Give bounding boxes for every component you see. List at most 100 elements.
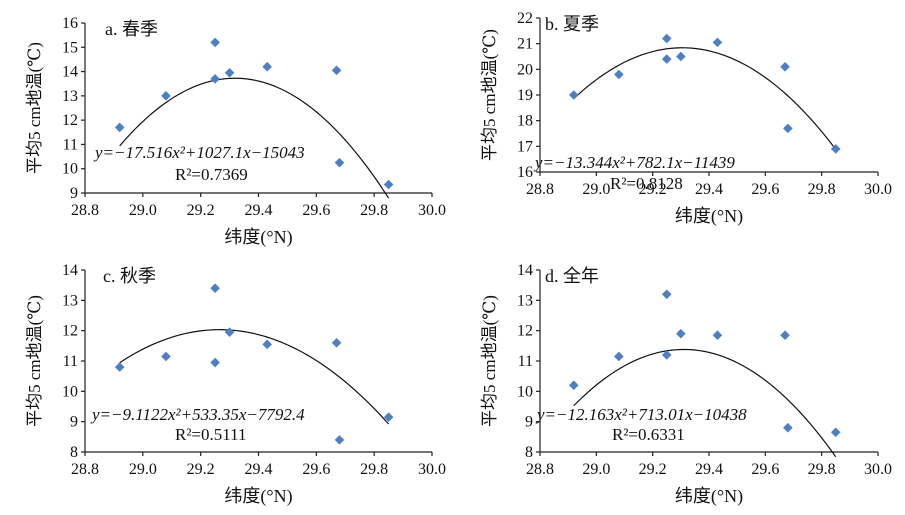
data-point [161, 351, 171, 362]
y-tick-label: 9 [70, 414, 78, 431]
y-tick-label: 10 [62, 161, 78, 178]
x-axis-label: 纬度(°N) [224, 486, 292, 507]
x-axis-label: 纬度(°N) [675, 486, 743, 507]
x-tick-label: 29.0 [582, 181, 610, 198]
y-tick-label: 8 [525, 444, 533, 461]
data-point [661, 33, 672, 44]
y-tick-label: 16 [517, 164, 533, 181]
data-point [114, 362, 125, 372]
data-point [614, 69, 624, 80]
y-tick-label: 12 [517, 323, 533, 340]
data-point [331, 338, 342, 348]
y-tick-label: 11 [518, 353, 533, 370]
y-tick-label: 9 [70, 185, 78, 202]
panel-d: 8 9 10 11 12 13 14 28.8 29.0 29.2 29.4 29.6 29.8 30.0… [480, 262, 892, 507]
x-tick-label: 29.2 [187, 202, 215, 219]
x-tick-label: 29.4 [695, 461, 723, 478]
data-point [712, 37, 723, 48]
y-tick-label: 8 [70, 444, 78, 461]
x-tick-label: 29.0 [129, 461, 157, 478]
y-tick-label: 18 [517, 113, 533, 130]
y-tick-label: 13 [62, 292, 78, 309]
data-point [334, 157, 345, 168]
panel-c: 8 9 10 11 12 13 14 28.8 29.0 29.2 29.4 29.6 29.8 30.0… [25, 262, 446, 507]
panel-title: c. 秋季 [103, 266, 156, 286]
y-tick-label: 10 [62, 383, 78, 400]
fit-curve [119, 329, 390, 425]
data-point [210, 283, 220, 293]
data-point [262, 61, 272, 72]
x-tick-label: 29.8 [808, 461, 836, 478]
data-point [783, 422, 793, 433]
x-tick-label: 29.6 [751, 461, 779, 478]
data-point [676, 51, 686, 62]
data-point [830, 144, 841, 154]
y-tick-label: 15 [62, 39, 78, 56]
data-point [661, 289, 672, 300]
r-squared: R²=0.8128 [610, 174, 683, 193]
x-tick-label: 29.8 [360, 461, 388, 478]
panel-a: 9 10 11 12 13 14 15 16 28.8 29.0 29.2 29.4 29.6 29.8 3… [25, 15, 446, 248]
x-tick-label: 29.6 [302, 461, 330, 478]
y-tick-label: 10 [517, 383, 533, 400]
x-tick-label: 30.0 [418, 461, 446, 478]
panel-title: a. 春季 [105, 19, 158, 39]
y-tick-label: 13 [62, 88, 78, 105]
x-tick-label: 29.6 [751, 181, 779, 198]
data-point [830, 427, 841, 438]
y-tick-label: 14 [62, 64, 78, 81]
x-tick-label: 29.4 [695, 181, 723, 198]
data-point [661, 54, 672, 64]
x-tick-label: 29.2 [639, 181, 667, 198]
r-squared: R²=0.5111 [175, 425, 247, 444]
fit-equation: y=−13.344x²+782.1x−11439 [533, 153, 735, 172]
x-tick-label: 29.2 [639, 461, 667, 478]
panel-b: 16 17 18 19 20 21 22 28.8 29.0 29.2 29.4 29.6 29.8 30… [480, 10, 892, 227]
x-axis-label: 纬度(°N) [675, 206, 743, 227]
fit-curve [573, 47, 837, 150]
x-tick-label: 29.0 [582, 461, 610, 478]
y-tick-label: 17 [517, 138, 533, 155]
data-point [614, 351, 624, 362]
y-tick-label: 22 [517, 10, 533, 27]
data-point [334, 435, 345, 445]
y-tick-label: 19 [517, 87, 533, 104]
data-point [224, 327, 235, 337]
x-tick-label: 30.0 [418, 202, 446, 219]
y-tick-label: 13 [517, 292, 533, 309]
data-point [661, 350, 672, 360]
data-point [210, 74, 220, 84]
fit-equation: y=−17.516x²+1027.1x−15043 [93, 143, 305, 162]
y-axis-label: 平均5 cm地温(℃) [25, 295, 44, 427]
r-squared: R²=0.6331 [612, 425, 685, 444]
x-tick-label: 30.0 [864, 181, 892, 198]
data-point [262, 339, 272, 350]
data-point [161, 91, 171, 101]
y-axis-label: 平均5 cm地温(℃) [480, 29, 499, 161]
x-tick-label: 29.8 [360, 202, 388, 219]
x-tick-label: 28.8 [71, 461, 99, 478]
x-tick-label: 29.8 [808, 181, 836, 198]
data-point [224, 67, 235, 78]
x-tick-label: 28.8 [526, 461, 554, 478]
y-tick-label: 9 [525, 414, 533, 431]
data-point [210, 37, 220, 48]
panel-title: d. 全年 [545, 266, 599, 286]
x-tick-label: 29.0 [129, 202, 157, 219]
data-point [210, 357, 220, 368]
y-tick-label: 12 [62, 112, 78, 129]
data-point [569, 90, 579, 100]
y-axis-label: 平均5 cm地温(℃) [480, 295, 499, 427]
data-point [383, 412, 394, 422]
fit-equation: y=−9.1122x²+533.35x−7792.4 [90, 405, 305, 424]
data-point [331, 65, 342, 76]
data-point [783, 123, 793, 134]
y-tick-label: 21 [517, 36, 533, 53]
r-squared: R²=0.7369 [175, 165, 248, 184]
data-point [383, 179, 394, 190]
fit-curve [119, 77, 390, 199]
fit-equation: y=−12.163x²+713.01x−10438 [535, 405, 747, 424]
data-point [712, 330, 723, 341]
y-tick-label: 11 [63, 136, 78, 153]
